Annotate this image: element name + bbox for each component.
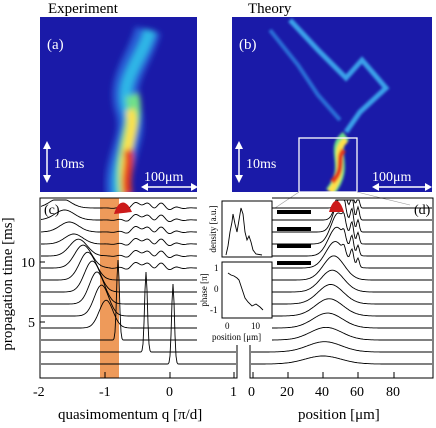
panel-c-letter: (c)	[44, 203, 60, 218]
inset-density-frame	[221, 200, 273, 258]
inset-phase-tick-neg1: -1	[210, 305, 218, 315]
inset-xlabel: position [μm]	[212, 332, 261, 342]
panel-a-length-label: 100μm	[144, 170, 184, 185]
panel-d-ticks	[252, 372, 395, 378]
ytick-10: 10	[21, 256, 35, 271]
panel-a-letter: (a)	[47, 37, 64, 53]
inset: density [a.u.] phase [π] 1 0 -1 0 10 pos…	[197, 197, 273, 345]
panel-d-curve	[251, 269, 432, 293]
panel-d-curve	[251, 355, 432, 365]
panel-b-title: Theory	[248, 1, 292, 17]
panel-b-time-scalebar	[235, 141, 243, 183]
panel-b-time-label: 10ms	[246, 157, 276, 172]
d-x-axis-label: position [μm]	[298, 407, 380, 423]
panel-c-red-peak	[114, 202, 132, 214]
panel-d-curve	[251, 199, 432, 209]
c-xtick-1: -1	[99, 385, 111, 400]
panel-a-title: Experiment	[48, 1, 119, 17]
panel-d-curve	[251, 326, 432, 341]
panel-d-curve	[251, 284, 432, 305]
panel-a-length-scalebar	[141, 183, 198, 191]
theory-highlight-box	[298, 137, 358, 193]
theory-heatmap	[232, 17, 432, 192]
panel-d-red-peak	[329, 200, 344, 212]
y-axis-label: propagation time [ms]	[0, 217, 16, 350]
panel-c-curve	[41, 271, 236, 353]
panel-d-frame	[249, 197, 434, 379]
panel-d-curve	[251, 226, 432, 257]
inset-density-curve	[225, 207, 263, 256]
panel-d-curve	[251, 255, 432, 281]
ytick-5: 5	[28, 316, 35, 331]
d-xtick-80: 80	[386, 385, 400, 400]
panel-c-curve	[41, 283, 236, 365]
inset-phase-curve	[227, 272, 264, 311]
d-xtick-60: 60	[350, 385, 364, 400]
panel-b-length-label: 100μm	[372, 170, 412, 185]
panel-b-letter: (b)	[239, 37, 257, 53]
c-xtick-2: 0	[166, 385, 173, 400]
panel-b-length-scalebar	[372, 183, 432, 191]
d-xtick-0: 0	[248, 385, 255, 400]
d-xtick-20: 20	[280, 385, 294, 400]
c-xtick-0: -2	[33, 385, 45, 400]
panel-c-ticks	[39, 261, 235, 378]
inset-phase-frame	[221, 261, 273, 319]
panel-d-curve	[251, 298, 432, 317]
d-xtick-40: 40	[315, 385, 329, 400]
zoom-connector-left	[274, 191, 300, 209]
panel-d-thick-bars	[277, 210, 311, 265]
panel-d-curves	[251, 199, 432, 365]
c-x-axis-label: quasimomentum q [π/d]	[58, 407, 202, 423]
panel-d-curve	[251, 312, 432, 329]
inset-phase-tick-0: 0	[214, 284, 219, 294]
inset-phase-tick-1: 1	[214, 263, 219, 273]
inset-xtick-0: 0	[225, 321, 230, 331]
c-xtick-3: 1	[230, 385, 237, 400]
inset-density-label: density [a.u.]	[208, 205, 218, 252]
panel-a-time-label: 10ms	[54, 157, 84, 172]
inset-phase-label: phase [π]	[199, 273, 209, 306]
panel-d-curve	[251, 341, 432, 353]
panel-a-time-scalebar	[43, 141, 51, 183]
orange-band	[100, 198, 119, 378]
experiment-heatmap	[40, 17, 197, 192]
panel-d-letter: (d)	[414, 203, 431, 218]
panel-d-curve	[251, 241, 432, 269]
inset-xtick-10: 10	[251, 321, 261, 331]
